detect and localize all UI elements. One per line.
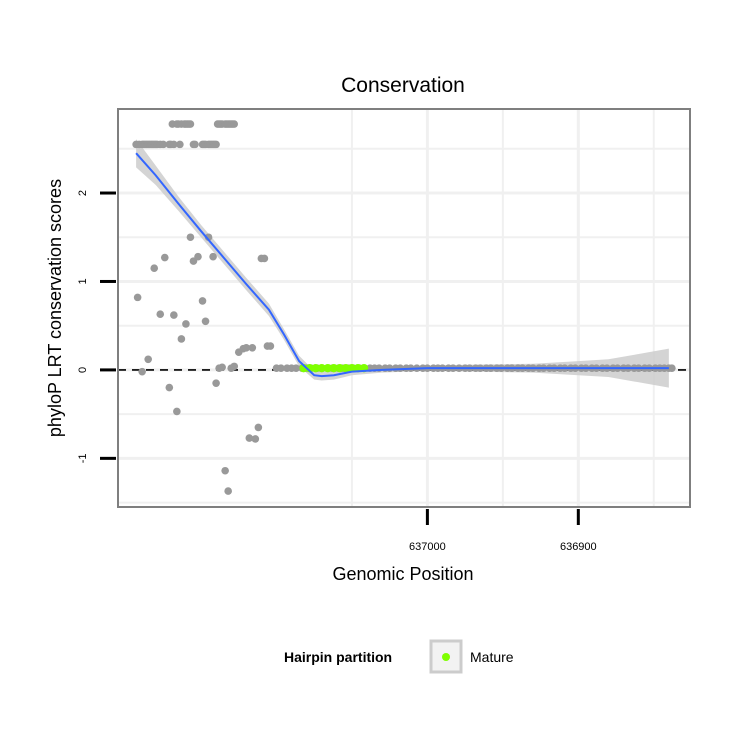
- data-point: [165, 383, 174, 392]
- data-point: [277, 364, 285, 372]
- data-point: [176, 140, 184, 149]
- axes: -1 0 1 2 637000 636900: [77, 190, 597, 553]
- data-point: [159, 140, 168, 149]
- mature-point: [323, 363, 332, 373]
- y-tick-label: -1: [77, 453, 89, 463]
- data-point: [266, 342, 275, 350]
- data-point: [230, 120, 239, 128]
- data-point: [191, 140, 199, 149]
- x-tick-label: 636900: [560, 541, 597, 553]
- data-point: [186, 120, 195, 128]
- data-point: [242, 344, 251, 352]
- data-point: [138, 367, 146, 376]
- legend-label-mature: Mature: [470, 649, 514, 665]
- mature-point: [329, 363, 339, 373]
- mature-point: [335, 363, 345, 373]
- data-point: [156, 310, 165, 318]
- data-point: [194, 252, 202, 261]
- data-point: [260, 254, 269, 263]
- data-point: [150, 264, 159, 273]
- data-point: [224, 487, 232, 495]
- mature-point: [347, 363, 357, 373]
- confidence-ribbon: [136, 139, 669, 388]
- data-point: [292, 364, 300, 372]
- data-point: [230, 362, 239, 371]
- legend: Hairpin partition Mature: [284, 639, 514, 674]
- data-point: [144, 355, 152, 364]
- mature-point: [341, 363, 351, 373]
- data-point: [170, 311, 178, 319]
- y-axis-title: phyloP LRT conservation scores: [45, 179, 65, 437]
- points-layer: [132, 120, 676, 495]
- y-tick-label: 0: [77, 367, 89, 373]
- smooth-line: [135, 152, 669, 378]
- y-tick-label: 1: [77, 278, 89, 284]
- data-point: [198, 297, 207, 305]
- data-point: [133, 293, 142, 302]
- data-point: [173, 407, 181, 416]
- data-point: [170, 140, 178, 149]
- data-point: [160, 253, 169, 262]
- data-point: [209, 252, 217, 261]
- data-point: [201, 317, 210, 326]
- data-point: [212, 379, 220, 387]
- mature-point: [311, 363, 320, 373]
- x-axis-title: Genomic Position: [332, 564, 473, 584]
- data-point: [668, 364, 676, 372]
- panel-border: [117, 108, 691, 508]
- smooth-line-layer: [135, 152, 669, 378]
- data-point: [221, 466, 229, 475]
- chart-title: Conservation: [341, 74, 465, 97]
- data-point: [212, 140, 220, 149]
- data-point: [245, 434, 254, 442]
- data-point: [251, 435, 260, 443]
- confidence-ribbon-layer: [136, 139, 669, 388]
- data-point: [254, 423, 263, 432]
- grid: [118, 109, 690, 507]
- data-point: [177, 335, 186, 343]
- data-point: [182, 320, 190, 328]
- legend-key-mature: [429, 639, 463, 674]
- y-tick-label: 2: [77, 190, 89, 196]
- data-point: [218, 363, 226, 372]
- data-point: [248, 344, 257, 352]
- mature-point: [317, 363, 326, 373]
- data-point: [186, 233, 195, 242]
- legend-title: Hairpin partition: [284, 649, 392, 665]
- x-tick-label: 637000: [409, 541, 446, 553]
- legend-mature-swatch: [442, 653, 450, 661]
